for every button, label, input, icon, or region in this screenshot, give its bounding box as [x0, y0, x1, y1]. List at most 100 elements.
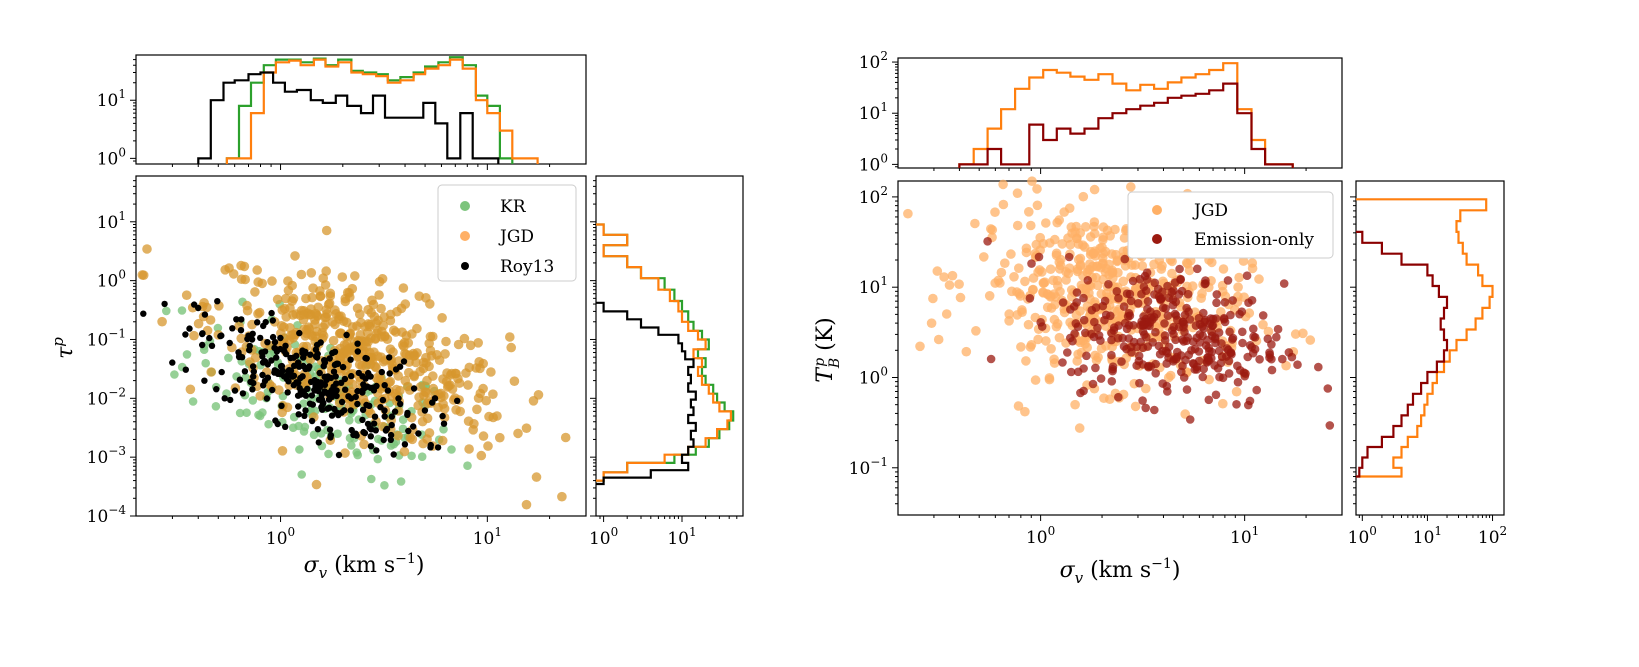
scatter-point-emission-only [1267, 354, 1276, 364]
scatter-point-roy13 [277, 334, 284, 342]
scatter-point-emission-only [1233, 361, 1242, 371]
scatter-point-jgd [970, 218, 980, 229]
scatter-point-roy13 [208, 342, 216, 349]
scatter-point-jgd [483, 441, 493, 451]
scatter-point-roy13 [282, 423, 289, 430]
scatter-point-emission-only [1107, 377, 1117, 386]
scatter-point-emission-only [1182, 385, 1192, 394]
scatter-point-kr [235, 408, 245, 418]
scatter-point-jgd [385, 344, 396, 355]
scatter-point-emission-only [1178, 317, 1188, 327]
scatter-point-kr [463, 461, 472, 471]
scatter-point-roy13 [439, 412, 446, 420]
scatter-point-emission-only [1193, 264, 1202, 274]
scatter-point-emission-only [1122, 289, 1132, 299]
scatter-point-jgd [1163, 372, 1174, 383]
y-tick-label: 10−4 [87, 503, 127, 527]
scatter-point-roy13 [415, 430, 422, 437]
scatter-point-emission-only [1070, 329, 1079, 338]
scatter-point-roy13 [254, 319, 261, 326]
scatter-point-emission-only [1190, 344, 1200, 354]
scatter-point-emission-only [1205, 346, 1214, 356]
scatter-point-roy13 [249, 386, 256, 393]
scatter-point-jgd [1004, 309, 1014, 319]
left-y-axis-label: τp [49, 337, 78, 359]
scatter-point-roy13 [347, 356, 354, 363]
scatter-point-roy13 [241, 368, 249, 375]
scatter-point-jgd [1141, 383, 1151, 394]
scatter-point-jgd [1033, 334, 1043, 345]
scatter-point-emission-only [1083, 276, 1093, 285]
scatter-point-roy13 [379, 396, 387, 404]
scatter-point-emission-only [1224, 369, 1234, 378]
scatter-point-jgd [1030, 375, 1041, 385]
scatter-point-roy13 [290, 372, 298, 379]
scatter-point-jgd [425, 345, 436, 356]
scatter-point-roy13 [301, 412, 308, 419]
x-tick-label: 100 [1026, 524, 1055, 548]
scatter-point-jgd [505, 332, 515, 342]
scatter-point-jgd [1056, 254, 1066, 265]
right-legend-box [1127, 191, 1334, 259]
scatter-point-emission-only [1238, 338, 1247, 348]
scatter-point-roy13 [213, 386, 220, 393]
y-tick-label: 10−1 [849, 455, 888, 479]
scatter-point-emission-only [1199, 364, 1208, 374]
scatter-point-emission-only [1278, 354, 1287, 364]
scatter-point-jgd [1298, 328, 1308, 339]
left-x-axis-label: σv (km s−1) [304, 551, 425, 582]
scatter-point-roy13 [342, 386, 349, 393]
scatter-point-jgd [1100, 246, 1111, 257]
scatter-point-jgd [336, 311, 346, 322]
scatter-point-emission-only [1255, 355, 1264, 364]
scatter-point-roy13 [319, 401, 326, 408]
scatter-point-roy13 [333, 392, 340, 400]
scatter-point-jgd [1080, 222, 1091, 232]
scatter-point-roy13 [269, 333, 277, 341]
x-tick-label: 101 [1230, 524, 1259, 548]
scatter-point-emission-only [1058, 358, 1067, 367]
scatter-point-emission-only [1101, 310, 1111, 320]
scatter-point-jgd [954, 279, 964, 290]
scatter-point-jgd [254, 307, 265, 318]
scatter-point-jgd [267, 276, 277, 286]
scatter-point-roy13 [182, 366, 189, 373]
scatter-point-emission-only [1072, 298, 1081, 307]
scatter-point-roy13 [329, 349, 336, 357]
scatter-point-roy13 [373, 447, 380, 454]
scatter-point-jgd [1254, 274, 1264, 284]
left-scatter-points [137, 225, 571, 510]
scatter-point-jgd [1042, 302, 1053, 313]
scatter-point-jgd [932, 266, 943, 276]
scatter-point-jgd [185, 384, 196, 395]
scatter-point-jgd [1070, 399, 1080, 410]
scatter-point-jgd [1089, 228, 1100, 239]
scatter-point-emission-only [986, 354, 996, 364]
scatter-point-emission-only [1242, 271, 1252, 281]
scatter-point-jgd [1096, 289, 1107, 299]
scatter-point-emission-only [1198, 331, 1207, 341]
scatter-point-kr [293, 321, 302, 330]
scatter-point-emission-only [1134, 351, 1144, 361]
scatter-point-roy13 [380, 436, 387, 444]
scatter-point-roy13 [229, 325, 236, 332]
scatter-point-roy13 [384, 387, 392, 394]
scatter-point-jgd [1091, 355, 1102, 366]
scatter-point-emission-only [1178, 361, 1187, 371]
scatter-point-emission-only [1247, 296, 1257, 305]
scatter-point-jgd [473, 338, 484, 348]
scatter-point-kr [248, 396, 258, 405]
scatter-point-roy13 [332, 373, 339, 380]
side-hist-kr [596, 223, 735, 482]
scatter-point-roy13 [218, 332, 225, 339]
scatter-point-jgd [236, 260, 246, 271]
side-hist-roy13 [596, 301, 697, 486]
scatter-point-emission-only [1237, 307, 1247, 317]
scatter-point-jgd [357, 360, 367, 371]
scatter-point-jgd [990, 207, 1000, 217]
scatter-point-jgd [425, 331, 436, 342]
scatter-point-emission-only [1184, 350, 1194, 360]
scatter-point-emission-only [1148, 338, 1157, 347]
scatter-point-kr [300, 422, 310, 432]
